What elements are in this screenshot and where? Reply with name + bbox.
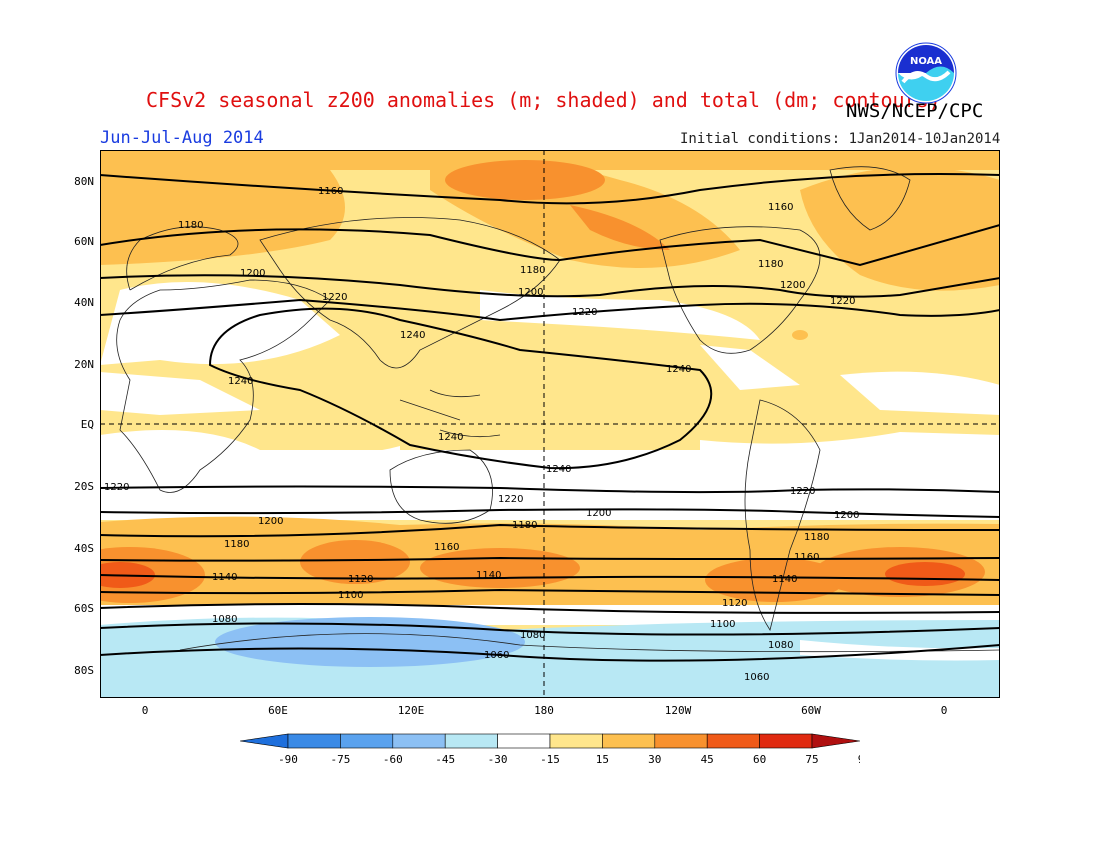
contour-label-1220-south: 1220: [104, 482, 129, 493]
colorbar-tick-label: 60: [753, 753, 766, 766]
colorbar-segment: [287, 733, 341, 749]
lat-label-80n: 80N: [74, 175, 94, 188]
colorbar-tick-label: -45: [435, 753, 455, 766]
contour-label-1060-east: 1060: [744, 672, 769, 683]
contour-label-1180-south-pacific: 1180: [512, 520, 537, 531]
contour-label-1160: 1160: [318, 186, 343, 197]
contour-value-labels: 1160 1160 1180 1180 1180 1200 1200 1200 …: [104, 186, 859, 683]
colorbar-arrow-high: [811, 733, 860, 749]
contour-label-1220-south-pacific: 1220: [498, 494, 523, 505]
lon-label-0-east: 0: [941, 704, 948, 717]
contour-label-1140: 1140: [212, 572, 237, 583]
colorbar-segment: [549, 733, 603, 749]
colorbar-tick-label: -90: [278, 753, 298, 766]
colorbar-tick-label: -30: [488, 753, 508, 766]
contour-label-1240-indonesia: 1240: [438, 432, 463, 443]
contour-label-1180-america: 1180: [758, 259, 783, 270]
longitude-labels: 0 60E 120E 180 120W 60W 0: [142, 704, 948, 717]
colorbar-tick-label: 90: [858, 753, 860, 766]
chart-title: CFSv2 seasonal z200 anomalies (m; shaded…: [146, 88, 941, 112]
contour-label-1080-east: 1080: [768, 640, 793, 651]
contour-label-1120-east: 1120: [722, 598, 747, 609]
logo-text: NOAA: [910, 56, 942, 67]
contour-label-1160-south: 1160: [434, 542, 459, 553]
lat-label-60n: 60N: [74, 235, 94, 248]
contour-label-1120: 1120: [348, 574, 373, 585]
contour-label-1240: 1240: [400, 330, 425, 341]
colorbar-segment: [706, 733, 760, 749]
contour-label-1240-pacific: 1240: [666, 364, 691, 375]
contour-label-1180-pacific: 1180: [520, 265, 545, 276]
colorbar-tick-label: 30: [648, 753, 661, 766]
lat-label-eq: EQ: [81, 418, 94, 431]
contour-label-1140-atlantic: 1140: [772, 574, 797, 585]
lon-label-180: 180: [534, 704, 554, 717]
initial-conditions-label: Initial conditions: 1Jan2014-10Jan2014: [680, 131, 1001, 147]
contour-label-1060: 1060: [484, 650, 509, 661]
color-scale-bar: -90 -75 -60 -45 -30 -15 15 30 45 60 75 90: [240, 733, 860, 766]
colorbar-tick-label: -75: [330, 753, 350, 766]
map-panel: 1160 1160 1180 1180 1180 1200 1200 1200 …: [100, 150, 1000, 698]
contour-label-1200-south: 1200: [258, 516, 283, 527]
contour-label-1080: 1080: [212, 614, 237, 625]
colorbar-segment: [392, 733, 446, 749]
contour-label-1220-pacific: 1220: [572, 307, 597, 318]
contour-label-1200-south-east: 1200: [834, 510, 859, 521]
contour-label-1220-south-america: 1220: [790, 486, 815, 497]
lon-label-120e: 120E: [398, 704, 425, 717]
lat-label-20n: 20N: [74, 358, 94, 371]
anomaly-shading: [100, 150, 1000, 698]
latitude-labels: 80N 60N 40N 20N EQ 20S 40S 60S 80S: [74, 175, 94, 677]
lon-label-60e: 60E: [268, 704, 288, 717]
contour-label-1240-south: 1240: [546, 464, 571, 475]
colorbar-segment: [759, 733, 813, 749]
lon-label-0: 0: [142, 704, 149, 717]
agency-label: NWS/NCEP/CPC: [846, 100, 984, 122]
season-label: Jun-Jul-Aug 2014: [100, 128, 264, 148]
map-axes: 80N 60N 40N 20N EQ 20S 40S 60S 80S 0 60E…: [74, 175, 948, 717]
total-height-contours: [100, 173, 1000, 662]
contour-label-1100: 1100: [338, 590, 363, 601]
colorbar-tick-label: 75: [805, 753, 818, 766]
map-frame: [100, 150, 1000, 698]
noaa-logo-icon: NOAA: [895, 42, 957, 104]
lat-label-20s: 20S: [74, 480, 94, 493]
colorbar-segment: [444, 733, 498, 749]
lat-label-60s: 60S: [74, 602, 94, 615]
grid-reference-lines: [100, 150, 1000, 698]
contour-label-1080-pacific: 1080: [520, 630, 545, 641]
colorbar-segment: [497, 733, 551, 749]
colorbar-tick-label: 45: [701, 753, 714, 766]
contour-label-1220: 1220: [322, 292, 347, 303]
contour-label-1200-america: 1200: [780, 280, 805, 291]
colorbar-tick-label: 15: [596, 753, 609, 766]
contour-label-1140-pacific: 1140: [476, 570, 501, 581]
lat-label-80s: 80S: [74, 664, 94, 677]
contour-label-1180-south-america: 1180: [804, 532, 829, 543]
colorbar-segment: [654, 733, 708, 749]
contour-label-1100-east: 1100: [710, 619, 735, 630]
contour-label-1180-south: 1180: [224, 539, 249, 550]
colorbar-arrow-low: [240, 733, 289, 749]
colorbar-segment: [602, 733, 656, 749]
colorbar-tick-label: -15: [540, 753, 560, 766]
contour-label-1160-east: 1160: [768, 202, 793, 213]
lat-label-40s: 40S: [74, 542, 94, 555]
lon-label-60w: 60W: [801, 704, 821, 717]
contour-label-1220-atlantic: 1220: [830, 296, 855, 307]
contour-label-1200-pacific: 1200: [518, 287, 543, 298]
lon-label-120w: 120W: [665, 704, 692, 717]
lat-label-40n: 40N: [74, 296, 94, 309]
contour-label-1200-south-pacific: 1200: [586, 508, 611, 519]
contour-label-1200: 1200: [240, 268, 265, 279]
contour-label-1160-south-east: 1160: [794, 552, 819, 563]
contour-label-1240-africa: 1240: [228, 376, 253, 387]
contour-label-1180: 1180: [178, 220, 203, 231]
colorbar-segment: [340, 733, 394, 749]
colorbar-tick-label: -60: [383, 753, 403, 766]
